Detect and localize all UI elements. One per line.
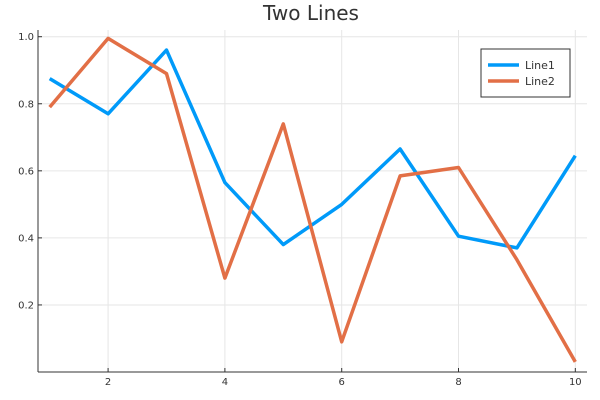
- y-tick-label: 0.2: [18, 300, 34, 311]
- legend-label-2: Line2: [525, 75, 555, 88]
- x-tick-label: 2: [105, 377, 111, 388]
- series-line-2: [48, 36, 577, 363]
- axes: [37, 30, 587, 373]
- x-tick-label: 4: [222, 377, 228, 388]
- y-tick-label: 0.4: [18, 233, 34, 244]
- y-tick-label: 1.0: [18, 32, 34, 43]
- x-tick-label: 10: [569, 377, 582, 388]
- x-tick-label: 6: [339, 377, 345, 388]
- series-line-1: [48, 48, 577, 250]
- legend-label-1: Line1: [525, 59, 555, 72]
- x-tick-label: 8: [455, 377, 461, 388]
- chart-title: Two Lines: [262, 1, 359, 25]
- y-tick-label: 0.8: [18, 99, 34, 110]
- legend: Line1 Line2: [480, 48, 571, 98]
- tick-labels: 2 4 6 8 10 0.2 0.4 0.6 0.8 1.0: [18, 32, 582, 388]
- y-tick-label: 0.6: [18, 166, 34, 177]
- series-lines: [48, 36, 577, 363]
- legend-box: [480, 48, 571, 98]
- grid-lines: [38, 30, 587, 372]
